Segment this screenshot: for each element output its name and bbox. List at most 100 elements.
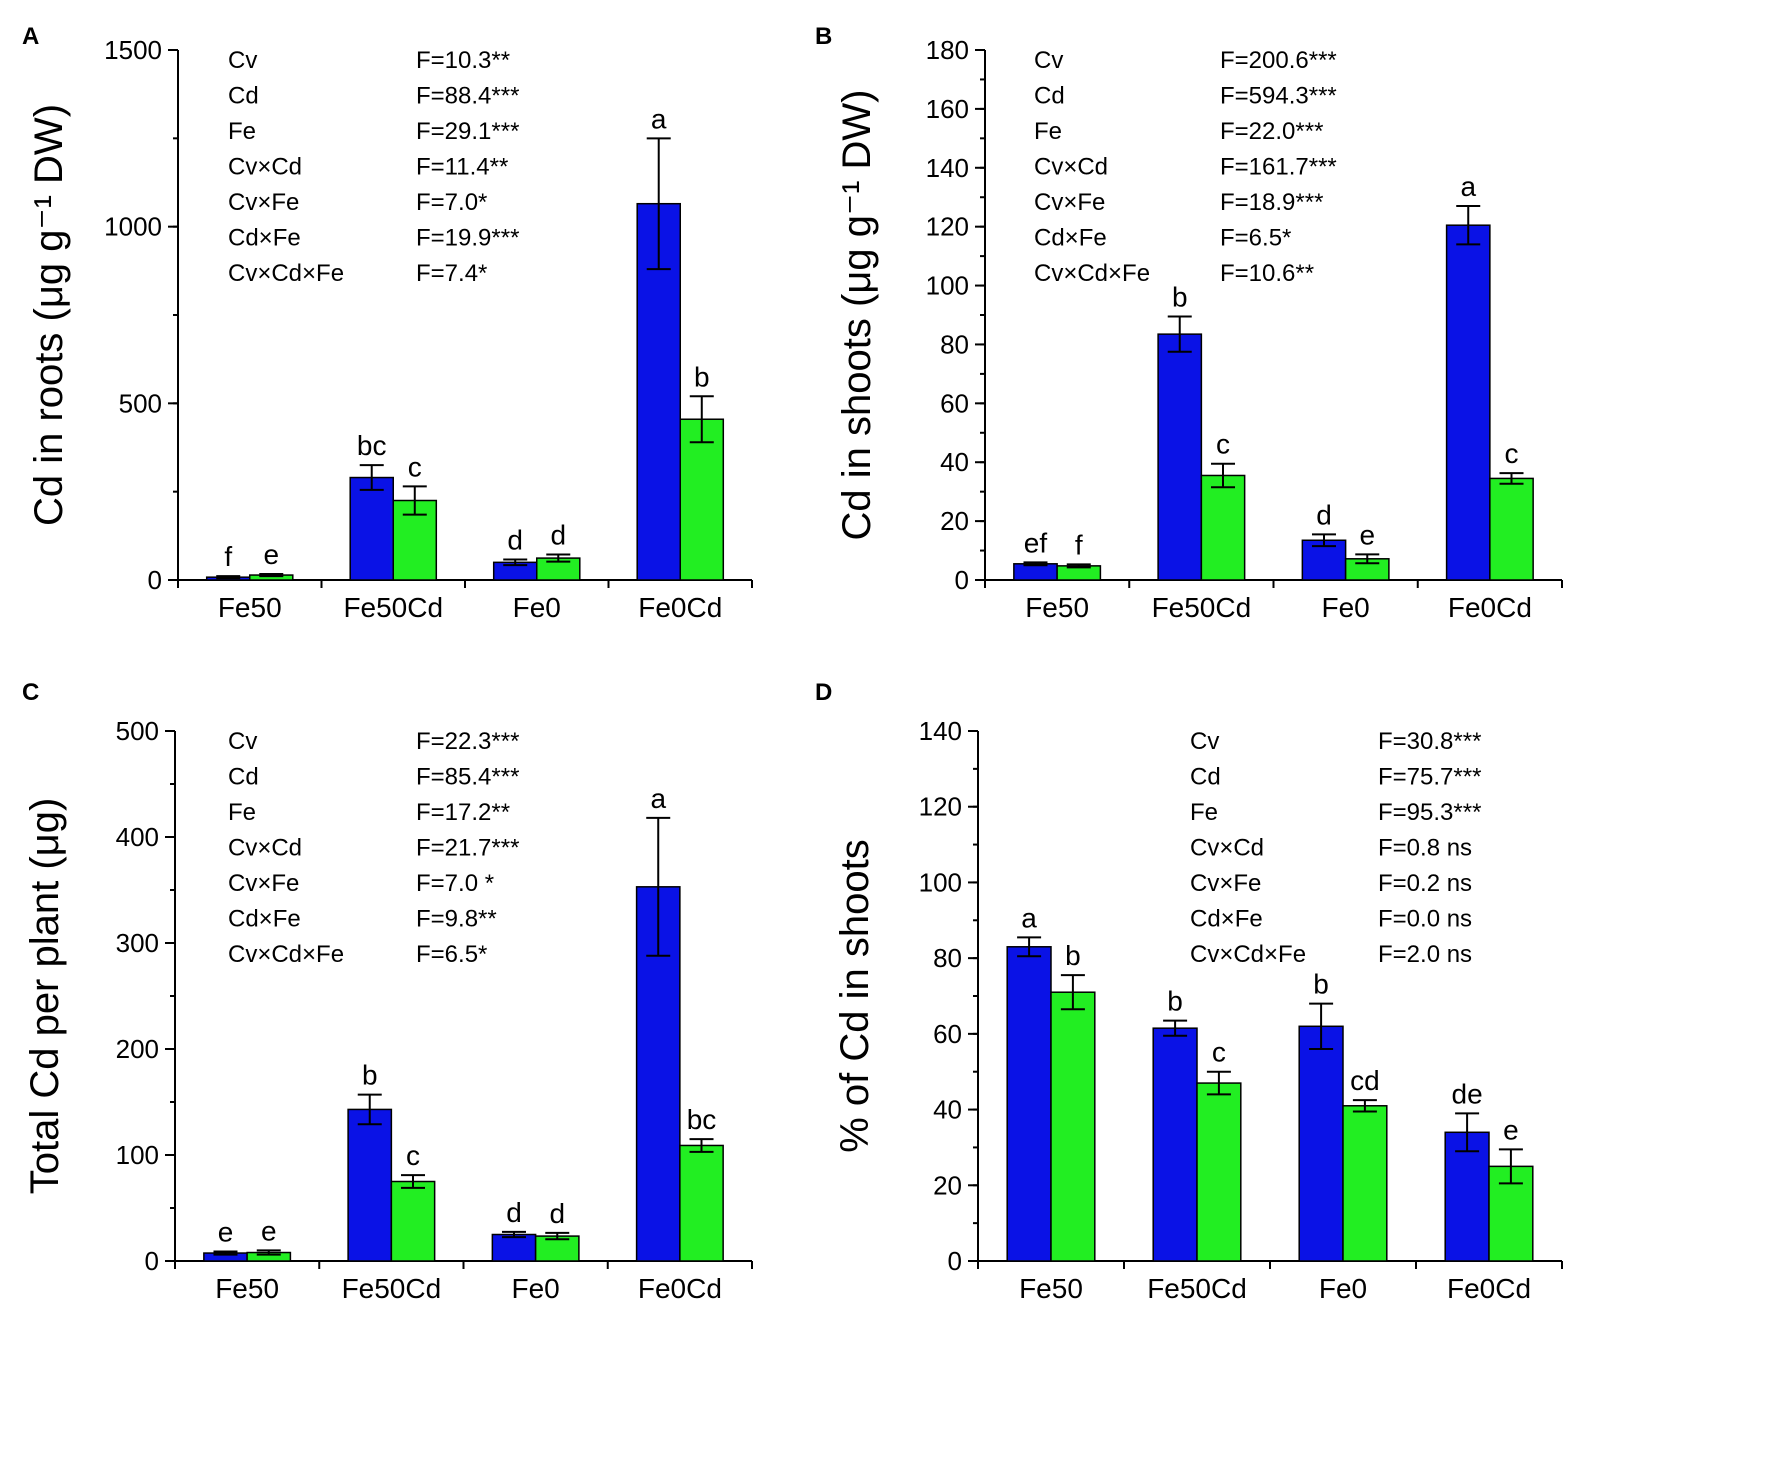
stat-value: F=11.4**: [416, 154, 508, 181]
y-tick-label: 20: [940, 506, 969, 536]
significance-label: a: [651, 103, 667, 134]
x-category-label: Fe50Cd: [1147, 1273, 1247, 1304]
significance-label: e: [261, 1215, 277, 1246]
significance-label: de: [1452, 1078, 1483, 1109]
bar-series1: [349, 476, 395, 581]
bar-series2: [1489, 477, 1534, 581]
significance-label: a: [1021, 902, 1037, 933]
significance-label: c: [1216, 429, 1230, 460]
bar-series2: [1342, 1105, 1388, 1262]
bar-series2: [390, 1180, 436, 1262]
significance-label: b: [1172, 281, 1188, 312]
stat-term: Fe: [228, 799, 256, 826]
bar-series2: [1196, 1082, 1242, 1262]
significance-label: e: [263, 539, 279, 570]
stat-term: Cd×Fe: [1190, 906, 1263, 933]
stat-term: Cd: [1190, 764, 1221, 791]
stat-value: F=6.5*: [1220, 225, 1291, 252]
stat-value: F=2.0 ns: [1378, 941, 1472, 968]
significance-label: ef: [1024, 527, 1048, 558]
panel-letter: C: [22, 679, 39, 706]
x-category-label: Fe0: [1319, 1273, 1367, 1304]
stat-term: Cv: [228, 47, 257, 74]
significance-label: b: [1167, 986, 1183, 1017]
bar-series1: [1157, 333, 1203, 581]
significance-label: b: [694, 361, 710, 392]
stat-value: F=88.4***: [416, 83, 519, 110]
y-tick-label: 500: [119, 388, 162, 418]
significance-label: bc: [687, 1104, 717, 1135]
panel-letter: B: [815, 23, 832, 50]
significance-label: a: [650, 783, 666, 814]
panel-a: A 0 500 1000 1500 Cd in roots (μg g⁻¹ DW) Fe50…: [22, 23, 753, 623]
bar-series2: [1050, 991, 1096, 1262]
stat-value: F=7.4*: [416, 260, 487, 287]
stat-term: Cd: [228, 83, 259, 110]
x-category-label: Fe50: [215, 1273, 279, 1304]
bar-series1: [1298, 1025, 1344, 1262]
y-tick-label: 120: [919, 792, 962, 822]
stat-value: F=161.7***: [1220, 154, 1337, 181]
stat-value: F=17.2**: [416, 799, 510, 826]
x-category-label: Fe50Cd: [342, 1273, 442, 1304]
bar-series2: [679, 1144, 724, 1262]
stat-term: Cv×Fe: [1034, 189, 1105, 216]
stat-term: Cd×Fe: [228, 225, 301, 252]
stat-value: F=19.9***: [416, 225, 519, 252]
stat-value: F=21.7***: [416, 835, 519, 862]
x-category-label: Fe50: [1019, 1273, 1083, 1304]
bar-series1: [1006, 946, 1052, 1262]
y-axis-title: Cd in shoots (μg g⁻¹ DW): [835, 90, 879, 541]
stat-value: F=7.0 *: [416, 870, 494, 897]
y-tick-label: 140: [926, 153, 969, 183]
stat-term: Fe: [1190, 799, 1218, 826]
y-tick-label: 40: [940, 447, 969, 477]
y-tick-label: 0: [148, 565, 162, 595]
bar-series2: [679, 418, 725, 581]
bar-series2: [1200, 474, 1246, 581]
significance-label: c: [406, 1140, 420, 1171]
x-category-label: Fe0: [513, 592, 561, 623]
stat-term: Cd: [1034, 83, 1065, 110]
stat-value: F=22.0***: [1220, 118, 1323, 145]
stat-value: F=95.3***: [1378, 799, 1481, 826]
bar-series1: [347, 1108, 393, 1262]
significance-label: d: [506, 1197, 522, 1228]
significance-label: c: [408, 451, 422, 482]
stat-term: Cv×Cd: [228, 835, 302, 862]
stat-value: F=29.1***: [416, 118, 519, 145]
significance-label: a: [1460, 171, 1476, 202]
stat-value: F=200.6***: [1220, 47, 1337, 74]
x-category-label: Fe50Cd: [1152, 592, 1252, 623]
x-category-label: Fe0Cd: [638, 592, 722, 623]
y-tick-label: 40: [933, 1095, 962, 1125]
y-tick-label: 20: [933, 1170, 962, 1200]
y-tick-label: 1500: [104, 35, 162, 65]
bar-series1: [1444, 1131, 1490, 1262]
y-axis-title: % of Cd in shoots: [833, 839, 877, 1153]
y-tick-label: 1000: [104, 212, 162, 242]
stat-term: Cd: [228, 764, 259, 791]
y-tick-label: 60: [933, 1019, 962, 1049]
y-tick-label: 160: [926, 94, 969, 124]
significance-label: d: [507, 525, 523, 556]
stat-term: Cv: [1190, 728, 1219, 755]
significance-label: f: [1075, 529, 1083, 560]
y-tick-label: 60: [940, 388, 969, 418]
stat-term: Cv×Fe: [228, 870, 299, 897]
stat-value: F=9.8**: [416, 906, 497, 933]
bar-series1: [1152, 1027, 1198, 1262]
stat-term: Cd×Fe: [1034, 225, 1107, 252]
stat-value: F=30.8***: [1378, 728, 1481, 755]
significance-label: c: [1505, 438, 1519, 469]
y-tick-label: 500: [116, 716, 159, 746]
stat-term: Cv×Cd×Fe: [1034, 260, 1150, 287]
panel-letter: D: [815, 679, 832, 706]
significance-label: e: [218, 1216, 234, 1247]
y-axis-title: Cd in roots (μg g⁻¹ DW): [27, 104, 71, 526]
stat-term: Cv×Cd: [1190, 835, 1264, 862]
stat-term: Cv×Fe: [228, 189, 299, 216]
y-tick-label: 80: [940, 329, 969, 359]
stat-value: F=594.3***: [1220, 83, 1337, 110]
